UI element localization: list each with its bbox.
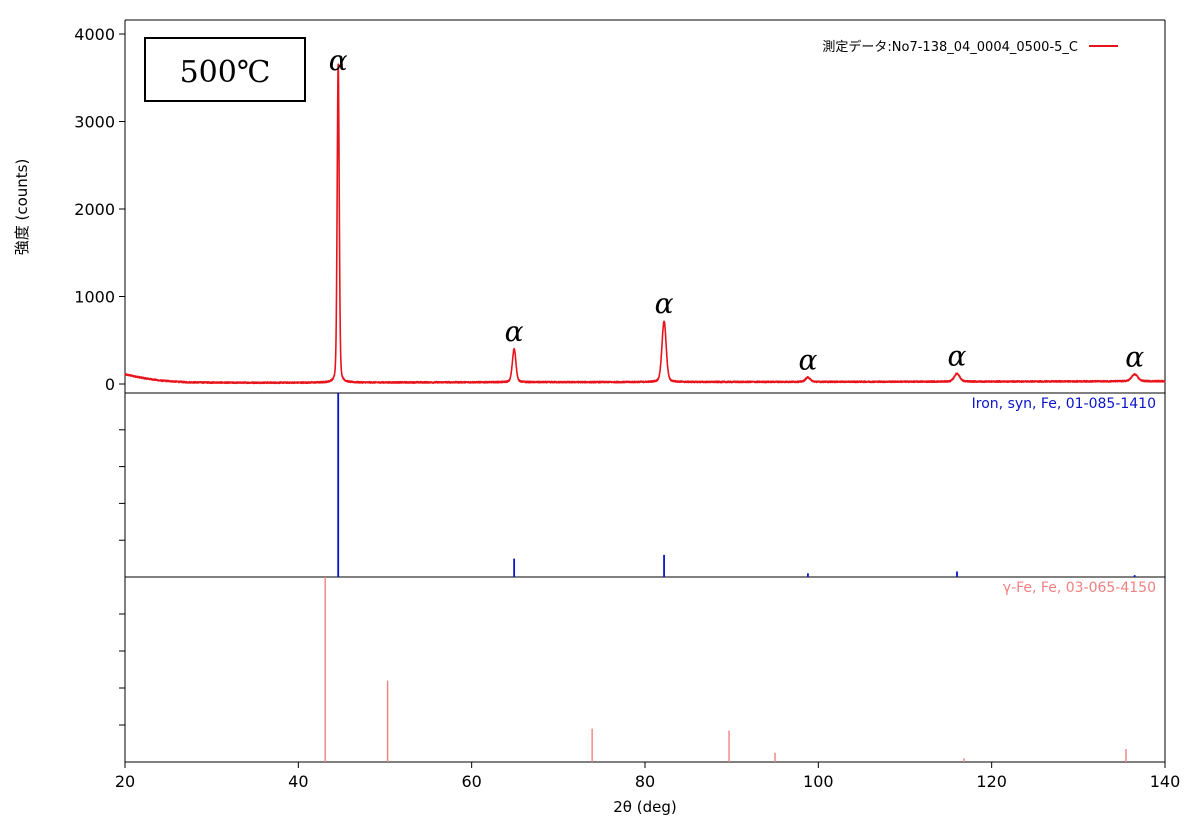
legend-label: 測定データ:No7-138_04_0004_0500-5_C bbox=[822, 39, 1078, 55]
y-tick-label: 0 bbox=[105, 375, 115, 394]
y-tick-label: 4000 bbox=[74, 25, 115, 44]
y-axis-title: 強度 (counts) bbox=[13, 159, 31, 256]
peak-label-alpha: α bbox=[948, 340, 967, 373]
peak-label-alpha: α bbox=[1125, 340, 1144, 373]
y-tick-label: 1000 bbox=[74, 288, 115, 307]
legend: 測定データ:No7-138_04_0004_0500-5_C bbox=[822, 39, 1118, 55]
x-tick-label: 40 bbox=[288, 772, 308, 791]
labels-layer: α α α α α α bbox=[329, 44, 1144, 376]
reference-title-iron: Iron, syn, Fe, 01-085-1410 bbox=[972, 396, 1156, 412]
temperature-box: 500℃ bbox=[144, 37, 306, 102]
y-tick-label: 2000 bbox=[74, 200, 115, 219]
x-tick-label: 140 bbox=[1150, 772, 1181, 791]
peak-label-alpha: α bbox=[505, 315, 524, 348]
x-tick-label: 100 bbox=[803, 772, 834, 791]
y-tick-label: 3000 bbox=[74, 113, 115, 132]
series-layer bbox=[124, 63, 1166, 385]
ticks-layer: 20 40 60 80 100 120 140 0 1000 2000 3000 4000 bbox=[74, 25, 1180, 791]
x-tick-label: 80 bbox=[635, 772, 655, 791]
temperature-label: 500℃ bbox=[180, 55, 271, 90]
reference-title-gamma-fe: γ-Fe, Fe, 03-065-4150 bbox=[1003, 580, 1156, 596]
temperature-box-frame bbox=[144, 37, 306, 102]
x-tick-label: 60 bbox=[461, 772, 481, 791]
peak-label-alpha: α bbox=[655, 287, 674, 320]
x-axis-title: 2θ (deg) bbox=[613, 798, 676, 816]
peak-label-alpha: α bbox=[798, 343, 817, 376]
measured-series-line bbox=[124, 63, 1166, 385]
sticks-layer bbox=[324, 393, 1136, 762]
peak-label-alpha: α bbox=[329, 44, 348, 77]
plot-frames bbox=[124, 19, 1166, 763]
x-tick-label: 120 bbox=[976, 772, 1007, 791]
x-tick-label: 20 bbox=[115, 772, 135, 791]
